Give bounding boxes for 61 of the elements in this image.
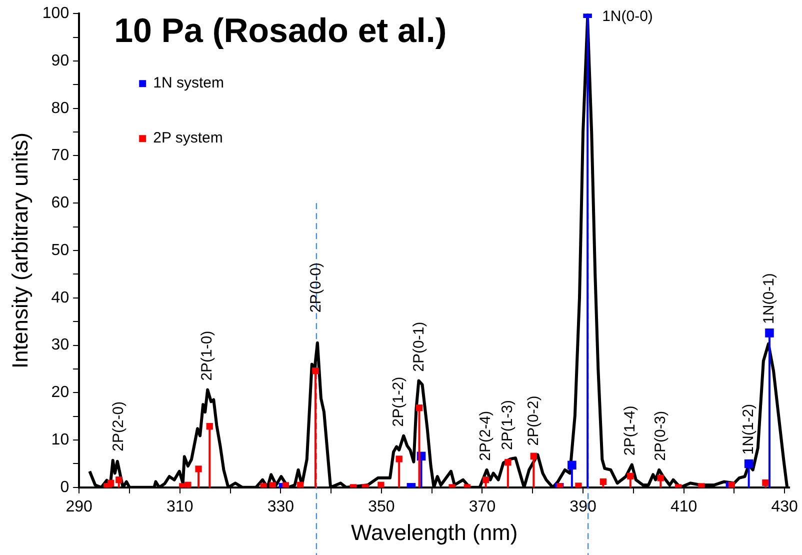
point bbox=[728, 482, 736, 488]
y-tick-label: 60 bbox=[51, 194, 70, 212]
x-tick-label: 410 bbox=[670, 498, 698, 516]
annotation: 1N(0-0) bbox=[602, 8, 653, 25]
x-tick-label: 430 bbox=[771, 498, 798, 516]
annotation: 2P(0-2) bbox=[524, 396, 542, 446]
legend-label: 2P system bbox=[153, 130, 223, 147]
annotation: 2P(0-1) bbox=[410, 322, 428, 372]
point bbox=[184, 482, 192, 488]
y-tick-label: 70 bbox=[51, 147, 70, 164]
x-tick-label: 290 bbox=[66, 498, 93, 516]
point bbox=[206, 422, 213, 430]
point bbox=[282, 482, 290, 488]
point bbox=[575, 482, 582, 488]
point bbox=[396, 456, 402, 462]
y-tick-label: 40 bbox=[51, 289, 70, 306]
annotation: 1N(0-1) bbox=[760, 273, 778, 324]
annotation: 1N(1-2) bbox=[740, 404, 757, 455]
point bbox=[657, 474, 664, 482]
point bbox=[627, 472, 634, 480]
x-tick-label: 350 bbox=[368, 498, 395, 516]
legend-label: 1N system bbox=[153, 74, 224, 92]
point bbox=[269, 482, 276, 488]
point bbox=[482, 476, 490, 484]
x-axis-title: Wavelength (nm) bbox=[351, 520, 518, 545]
point bbox=[296, 482, 304, 488]
y-tick-label: 30 bbox=[51, 336, 70, 354]
chart-title: 10 Pa (Rosado et al.) bbox=[114, 12, 447, 50]
x-tick-label: 370 bbox=[468, 498, 496, 516]
point bbox=[312, 368, 319, 374]
annotation: 2P(0-0) bbox=[308, 262, 325, 313]
point bbox=[744, 459, 754, 468]
point bbox=[378, 482, 384, 488]
annotation: 2P(2-4) bbox=[476, 410, 494, 461]
annotation: 2P(1-3) bbox=[499, 400, 516, 450]
y-tick-label: 100 bbox=[42, 5, 70, 22]
y-tick-label: 80 bbox=[51, 100, 70, 117]
y-tick-label: 20 bbox=[51, 384, 70, 402]
point bbox=[568, 460, 576, 470]
point bbox=[765, 328, 774, 338]
point bbox=[600, 478, 607, 486]
y-axis-title: Intensity (arbitrary units) bbox=[7, 132, 32, 368]
annotation: 2P(2-0) bbox=[110, 401, 128, 452]
point bbox=[762, 479, 769, 486]
x-tick-label: 310 bbox=[166, 498, 194, 516]
y-tick-label: 90 bbox=[51, 52, 70, 70]
point bbox=[108, 480, 114, 486]
point bbox=[195, 466, 202, 472]
point bbox=[530, 452, 537, 460]
point bbox=[116, 476, 122, 484]
x-tick-label: 330 bbox=[267, 498, 294, 516]
point bbox=[504, 458, 512, 466]
y-tick-label: 50 bbox=[51, 242, 70, 259]
y-tick-label: 0 bbox=[60, 478, 70, 496]
y-tick-label: 10 bbox=[51, 431, 70, 448]
annotation: 2P(1-4) bbox=[622, 406, 639, 456]
point bbox=[416, 404, 423, 412]
annotation: 2P(1-0) bbox=[198, 330, 216, 381]
annotation: 2P(1-2) bbox=[390, 376, 408, 427]
x-tick-label: 390 bbox=[570, 498, 596, 516]
annotation: 2P(0-3) bbox=[652, 410, 669, 461]
